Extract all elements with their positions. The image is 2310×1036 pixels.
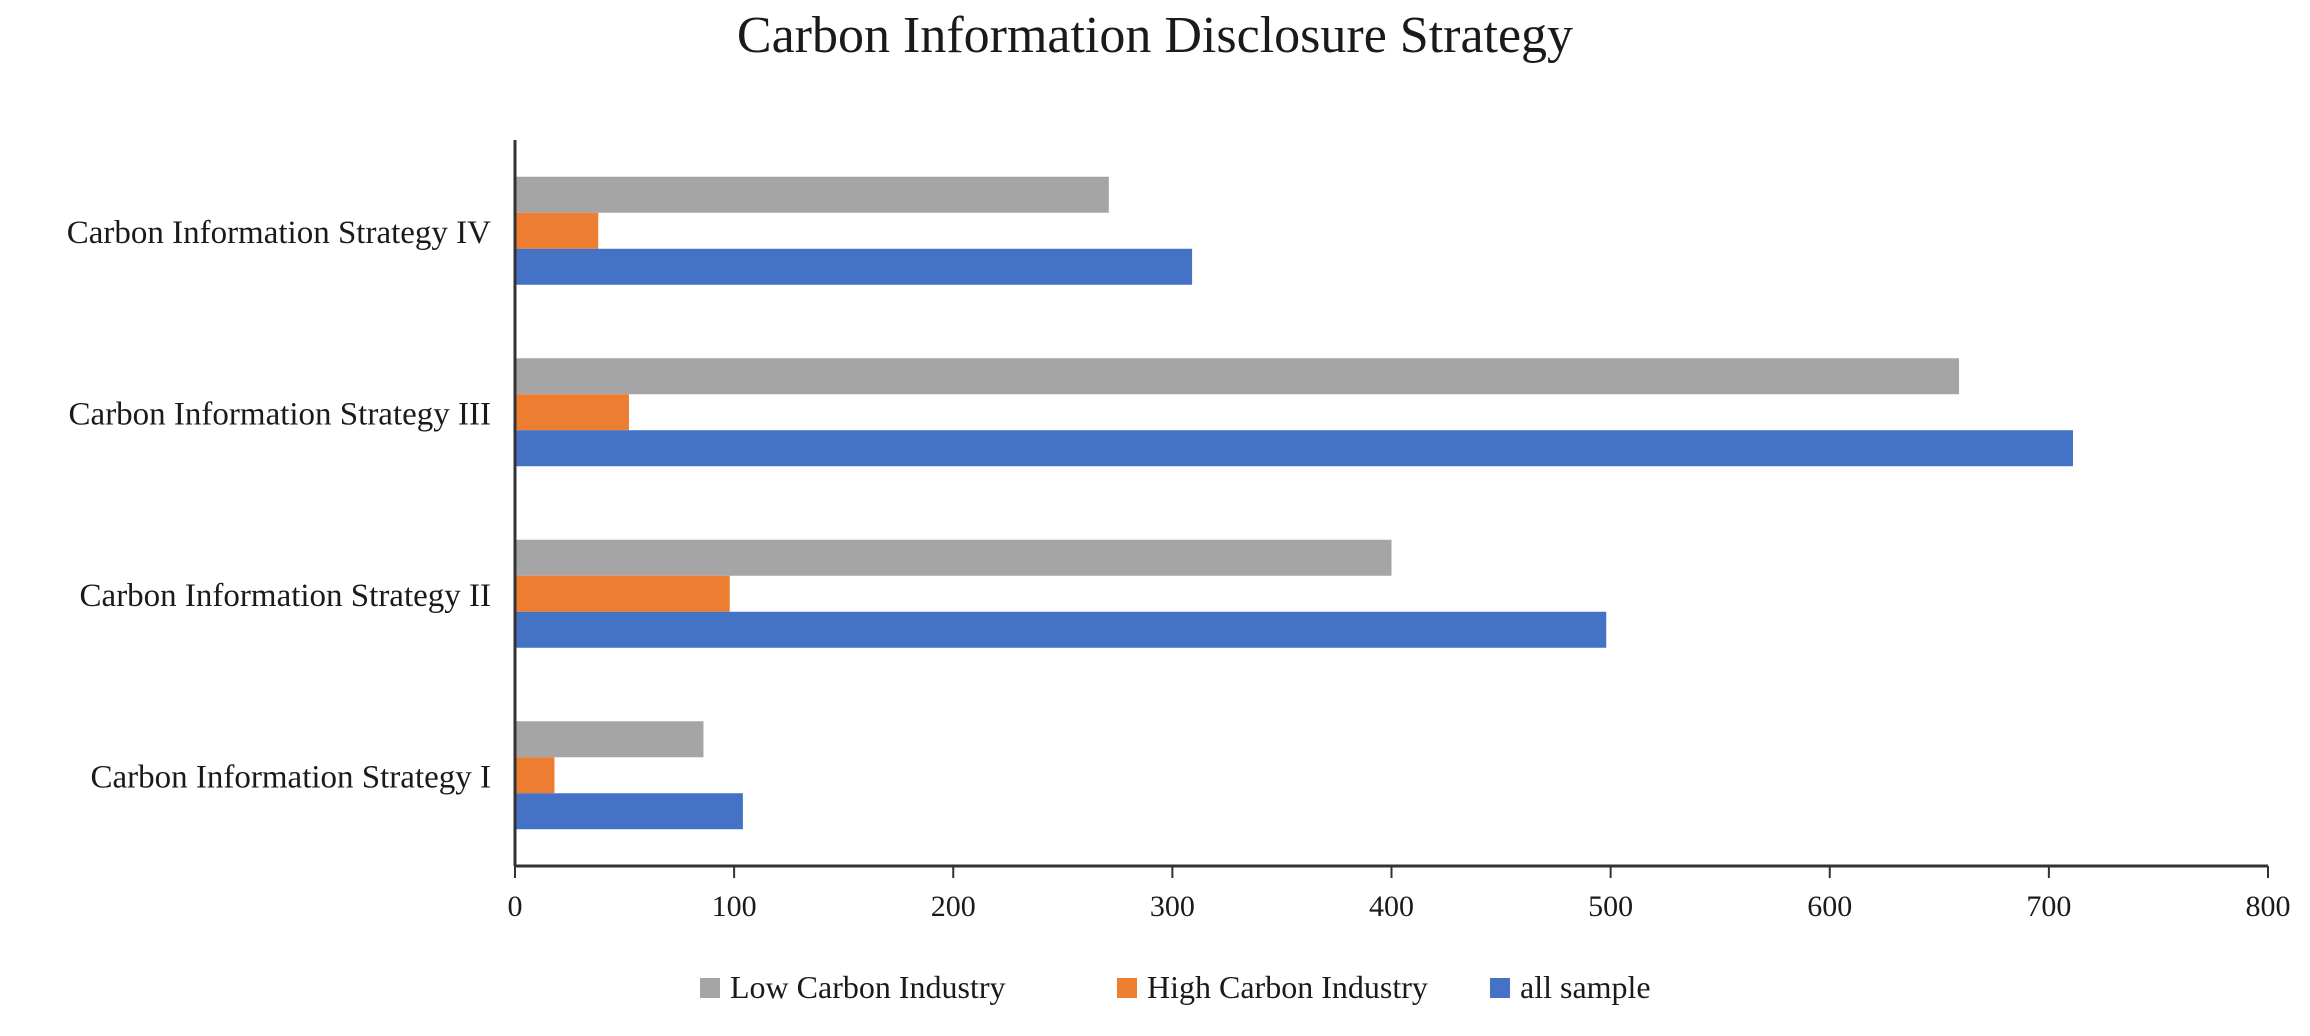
chart-title: Carbon Information Disclosure Strategy [737, 7, 1573, 64]
legend-swatch-high-carbon-industry [1117, 978, 1137, 998]
bar-all-sample-4 [515, 248, 1193, 285]
category-label: Carbon Information Strategy IV [67, 215, 491, 251]
x-tick-label: 200 [931, 890, 976, 923]
legend: Low Carbon Industry High Carbon Industry a… [700, 969, 1651, 1005]
bar-high-carbon-industry-4 [515, 212, 599, 249]
bar-all-sample-2 [515, 611, 1607, 648]
x-tick-label: 700 [2026, 890, 2071, 923]
legend-label-high-carbon-industry: High Carbon Industry [1147, 969, 1428, 1005]
bar-high-carbon-industry-2 [515, 575, 730, 612]
category-label: Carbon Information Strategy I [91, 759, 491, 795]
axes-layer: Carbon Information Strategy I Carbon Info… [67, 140, 2291, 923]
x-tick-label: 100 [712, 890, 757, 923]
legend-swatch-all-sample [1490, 978, 1510, 998]
x-tick-label: 400 [1369, 890, 1414, 923]
x-tick-label: 0 [508, 890, 523, 923]
legend-label-low-carbon-industry: Low Carbon Industry [730, 969, 1006, 1005]
bar-low-carbon-industry-4 [515, 176, 1109, 213]
bar-high-carbon-industry-3 [515, 394, 629, 431]
bars-layer [515, 176, 2073, 830]
legend-label-all-sample: all sample [1520, 969, 1651, 1005]
x-tick-label: 800 [2246, 890, 2291, 923]
bar-all-sample-1 [515, 793, 743, 830]
bar-low-carbon-industry-3 [515, 358, 1960, 395]
legend-swatch-low-carbon-industry [700, 978, 720, 998]
bar-low-carbon-industry-1 [515, 721, 704, 758]
x-tick-label: 500 [1588, 890, 1633, 923]
bar-high-carbon-industry-1 [515, 757, 555, 794]
bar-low-carbon-industry-2 [515, 539, 1392, 576]
category-label: Carbon Information Strategy II [80, 578, 491, 614]
x-tick-label: 300 [1150, 890, 1195, 923]
x-tick-label: 600 [1807, 890, 1852, 923]
category-label: Carbon Information Strategy III [69, 396, 491, 432]
bar-all-sample-3 [515, 430, 2073, 467]
